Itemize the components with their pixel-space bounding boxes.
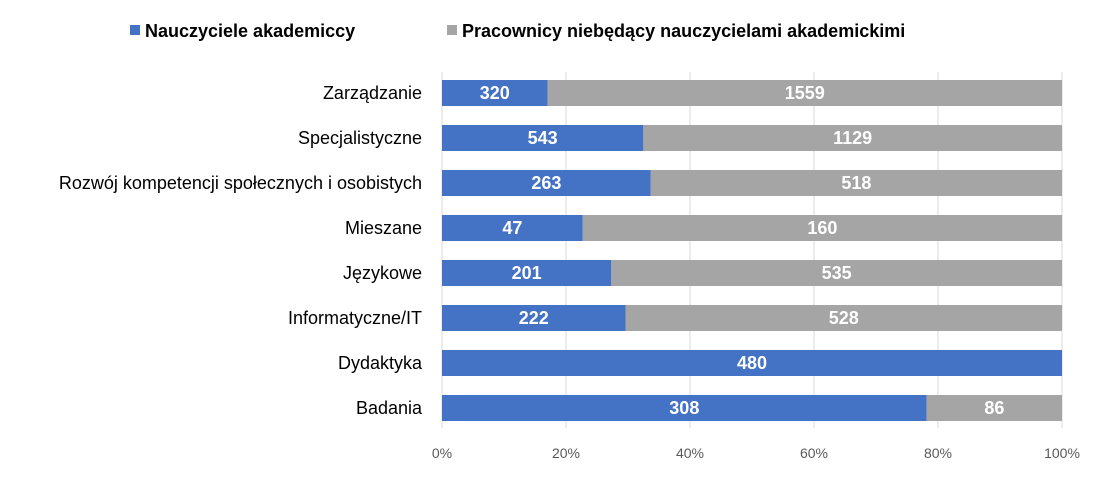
data-label-1-0: 1559 — [785, 83, 825, 103]
data-label-0-3: 47 — [502, 218, 522, 238]
legend: Nauczyciele akademiccy Pracownicy niebędą… — [130, 21, 905, 41]
x-tick-label-0: 0% — [432, 445, 452, 461]
category-label-2: Rozwój kompetencji społecznych i osobist… — [59, 173, 422, 193]
bar-0-4 — [442, 260, 612, 286]
data-label-0-0: 320 — [480, 83, 510, 103]
bar-1-3 — [582, 215, 1062, 241]
bar-1-2 — [650, 170, 1062, 196]
x-tick-label-3: 60% — [800, 445, 828, 461]
data-label-1-2: 518 — [841, 173, 871, 193]
category-label-0: Zarządzanie — [323, 83, 422, 103]
bar-1-0 — [547, 80, 1062, 106]
bar-0-7 — [442, 395, 927, 421]
category-label-7: Badania — [356, 398, 423, 418]
bar-0-3 — [442, 215, 583, 241]
bar-1-7 — [926, 395, 1062, 421]
data-label-0-4: 201 — [512, 263, 542, 283]
data-label-0-6: 480 — [737, 353, 767, 373]
data-label-0-2: 263 — [531, 173, 561, 193]
category-label-3: Mieszane — [345, 218, 422, 238]
x-tick-label-5: 100% — [1044, 445, 1080, 461]
bar-0-0 — [442, 80, 548, 106]
bar-0-6 — [442, 350, 1062, 376]
bar-0-1 — [442, 125, 644, 151]
data-label-1-4: 535 — [822, 263, 852, 283]
x-tick-label-1: 20% — [552, 445, 580, 461]
bar-0-5 — [442, 305, 626, 331]
category-label-1: Specjalistyczne — [298, 128, 422, 148]
legend-swatch-0 — [130, 25, 140, 35]
bar-0-2 — [442, 170, 651, 196]
bar-1-5 — [625, 305, 1062, 331]
data-label-1-5: 528 — [829, 308, 859, 328]
category-label-5: Informatyczne/IT — [288, 308, 422, 328]
bar-1-4 — [611, 260, 1062, 286]
bars: 320 1559 543 1129 263 518 47 160 201 535 222 528 480… — [442, 80, 1062, 421]
x-axis-tick-labels: 0% 20% 40% 60% 80% 100% — [432, 445, 1080, 461]
data-label-1-3: 160 — [807, 218, 837, 238]
data-label-1-1: 1129 — [833, 128, 872, 148]
category-labels: Zarządzanie Specjalistyczne Rozwój kompete… — [59, 83, 423, 418]
legend-label-0: Nauczyciele akademiccy — [145, 21, 355, 41]
legend-swatch-1 — [447, 25, 457, 35]
x-tick-label-2: 40% — [676, 445, 704, 461]
data-label-0-5: 222 — [519, 308, 549, 328]
data-label-0-7: 308 — [669, 398, 699, 418]
category-label-6: Dydaktyka — [338, 353, 423, 373]
data-label-1-7: 86 — [984, 398, 1004, 418]
category-label-4: Językowe — [343, 263, 422, 283]
x-tick-label-4: 80% — [924, 445, 952, 461]
legend-label-1: Pracownicy niebędący nauczycielami akade… — [462, 21, 905, 41]
data-label-0-1: 543 — [528, 128, 558, 148]
bar-1-1 — [643, 125, 1062, 151]
